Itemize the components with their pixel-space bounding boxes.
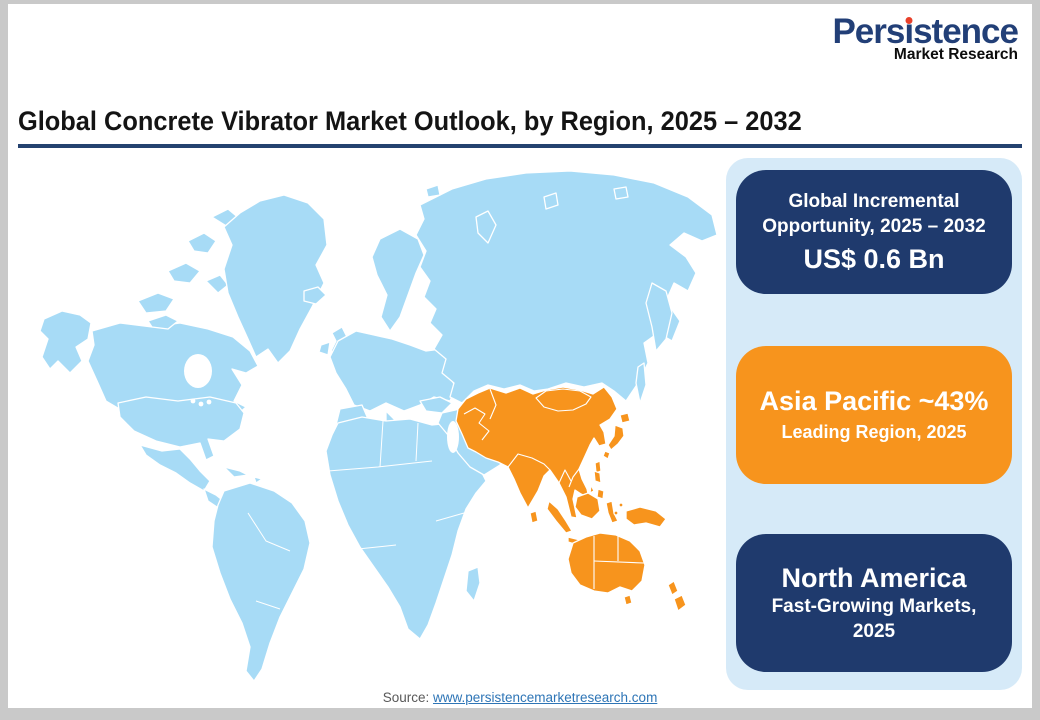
highlight-country-borders	[463, 388, 645, 589]
source-link[interactable]: www.persistencemarketresearch.com	[432, 690, 658, 705]
logo-wordmark: Persı stence	[832, 12, 1019, 51]
source-line: Source: www.persistencemarketresearch.co…	[8, 690, 1032, 705]
highlights-panel: Global Incremental Opportunity, 2025 – 2…	[726, 158, 1022, 690]
leading-region-subline: Leading Region, 2025	[781, 421, 967, 442]
logo-subtitle: Market Research	[893, 46, 1018, 63]
title-underline	[18, 144, 1022, 148]
fast-growing-subline: Fast-Growing Markets,	[771, 595, 977, 617]
leading-region-headline: Asia Pacific ~43%	[759, 386, 989, 417]
card-leading-region: Asia Pacific ~43% Leading Region, 2025	[736, 346, 1012, 484]
region-asia-pacific-highlight	[455, 386, 687, 612]
card-global-incremental-opportunity: Global Incremental Opportunity, 2025 – 2…	[736, 170, 1012, 294]
report-slide: Persı stence Market Research Global Concr…	[8, 4, 1032, 708]
source-label: Source:	[382, 690, 430, 705]
inland-water	[184, 354, 459, 453]
card-fast-growing-markets: North America Fast-Growing Markets, 2025	[736, 534, 1012, 672]
logo-red-dot-icon	[905, 17, 913, 24]
world-map	[28, 160, 723, 692]
opportunity-line1: Global Incremental	[788, 191, 960, 213]
opportunity-line2: Opportunity, 2025 – 2032	[762, 216, 986, 238]
pmr-logo: Persı stence Market Research	[832, 12, 1019, 63]
base-landmasses	[39, 170, 718, 682]
fast-growing-subline2: 2025	[852, 621, 896, 643]
fast-growing-headline: North America	[781, 562, 967, 593]
opportunity-value: US$ 0.6 Bn	[803, 243, 945, 274]
page-title: Global Concrete Vibrator Market Outlook,…	[18, 106, 802, 136]
